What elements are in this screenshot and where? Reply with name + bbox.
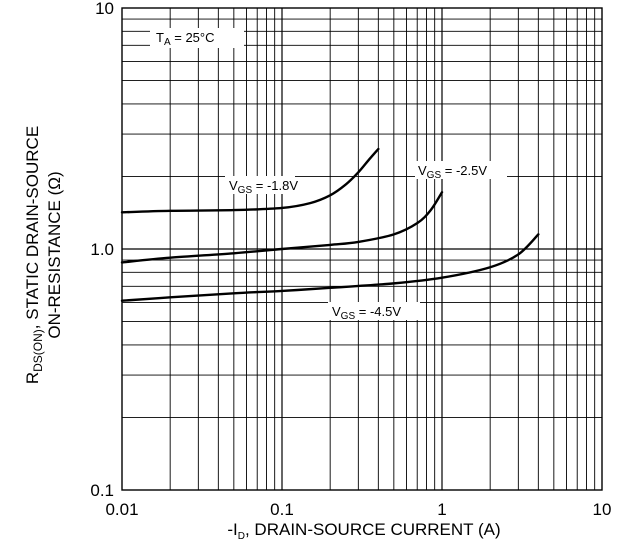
- condition-label: TA = 25°C: [156, 30, 215, 48]
- x-tick-label: 1: [437, 500, 446, 519]
- series-layer: [120, 147, 540, 302]
- y-tick-label: 10: [95, 0, 114, 18]
- series-line-2: [120, 191, 444, 264]
- x-axis-title: -ID, DRAIN-SOURCE CURRENT (A): [227, 520, 500, 541]
- x-tick-label: 0.01: [105, 500, 138, 519]
- series-label-bg-3: [328, 302, 420, 320]
- series-labels: VGS = -1.8V VGS = -2.5V VGS = -4.5V: [225, 161, 507, 322]
- series-label-vgs-1-8: VGS = -1.8V: [229, 178, 298, 196]
- series-line-3: [120, 233, 540, 302]
- x-tick-label: 10: [593, 500, 612, 519]
- series-label-vgs-2-5: VGS = -2.5V: [418, 163, 487, 181]
- tick-labels: 0.01 0.1 1 100.11.010: [90, 0, 611, 519]
- y-axis-title: RDS(ON), STATIC DRAIN-SOURCE ON-RESISTAN…: [23, 126, 64, 384]
- x-tick-label: 0.1: [270, 500, 294, 519]
- y-axis-title-line1: RDS(ON), STATIC DRAIN-SOURCE: [23, 126, 45, 384]
- grid: [122, 8, 602, 490]
- series-label-vgs-4-5: VGS = -4.5V: [332, 304, 401, 322]
- series-line-1: [120, 147, 380, 214]
- series-label-bg-2: [415, 161, 507, 179]
- condition-label-bg: [150, 28, 244, 48]
- y-tick-label: 1.0: [90, 240, 114, 259]
- y-axis-title-line2: ON-RESISTANCE (Ω): [45, 171, 64, 338]
- y-tick-label: 0.1: [90, 481, 114, 500]
- plot-frame: [121, 7, 603, 491]
- series-label-bg-1: [225, 176, 295, 194]
